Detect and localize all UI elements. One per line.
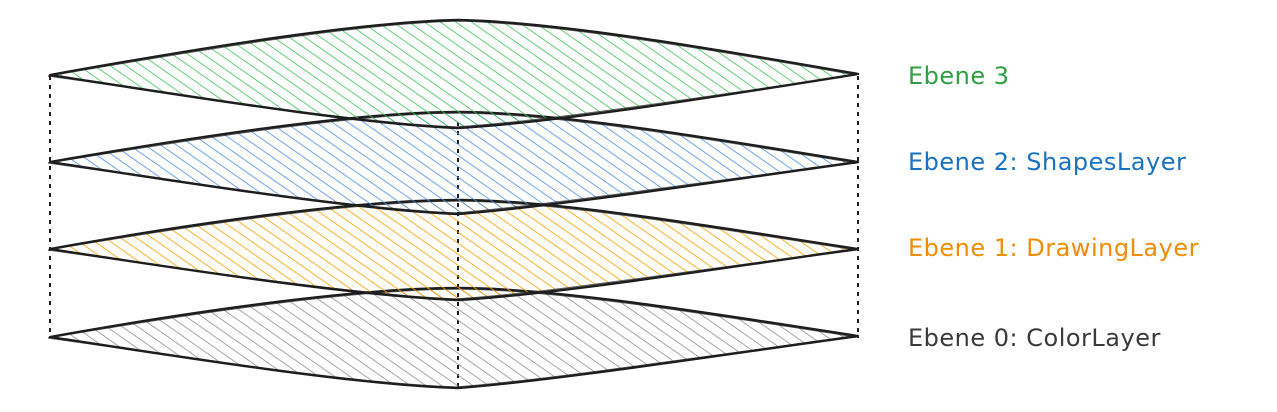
vertical-guides	[49, 76, 859, 388]
layer-1-label: Ebene 1: DrawingLayer	[908, 234, 1199, 262]
layer-3-label: Ebene 3	[908, 62, 1010, 90]
layer-2-label: Ebene 2: ShapesLayer	[908, 148, 1186, 176]
layer-1-plane	[47, 198, 860, 302]
layer-0-label: Ebene 0: ColorLayer	[908, 324, 1161, 352]
layer-3-plane	[47, 18, 860, 130]
layer-0-plane	[47, 286, 860, 390]
